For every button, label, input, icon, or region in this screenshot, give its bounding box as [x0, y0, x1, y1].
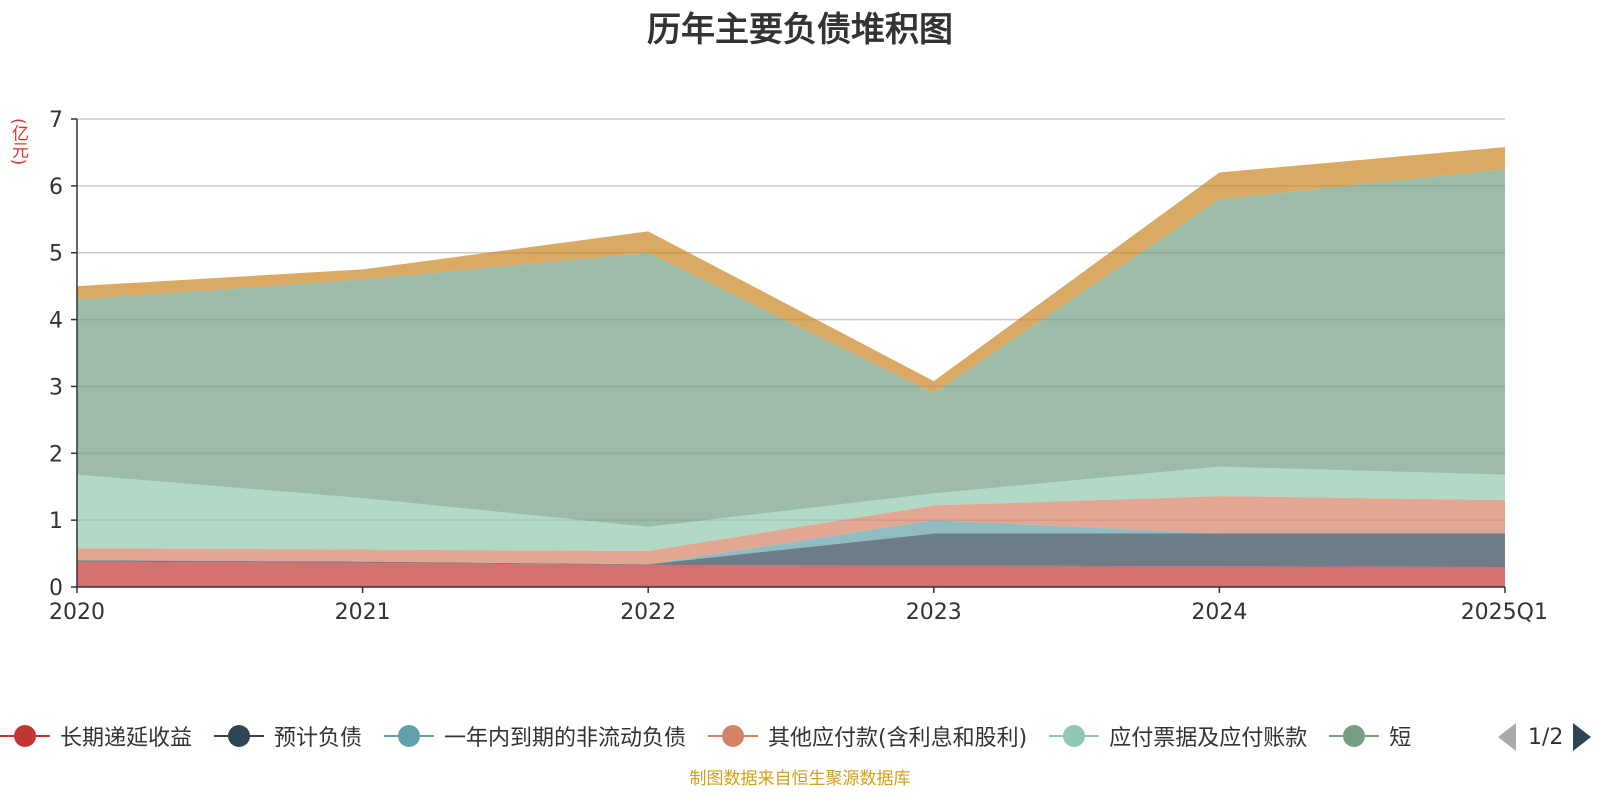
legend-item[interactable]: 预计负债 — [214, 716, 362, 756]
legend-label: 长期递延收益 — [60, 726, 193, 751]
y-tick-label: 4 — [49, 309, 63, 334]
legend-label: 短 — [1389, 726, 1412, 751]
x-tick-label: 2020 — [49, 600, 105, 625]
legend-page-indicator: 1/2 — [1528, 724, 1564, 750]
legend-item[interactable]: 应付票据及应付账款 — [1049, 716, 1307, 756]
legend-next-page-icon[interactable] — [1573, 723, 1592, 751]
legend-marker-icon — [1049, 723, 1100, 749]
legend-prev-page-icon[interactable] — [1498, 723, 1516, 751]
legend-marker-icon — [384, 723, 435, 749]
legend-item[interactable]: 长期递延收益 — [0, 716, 192, 756]
x-tick-label: 2025Q1 — [1461, 600, 1548, 625]
y-tick-label: 2 — [49, 442, 63, 467]
legend-marker-icon — [708, 723, 759, 749]
x-tick-label: 2023 — [906, 600, 962, 625]
legend-marker-icon — [214, 723, 265, 749]
legend-label: 应付票据及应付账款 — [1109, 726, 1308, 751]
y-tick-label: 7 — [49, 108, 63, 133]
y-tick-label: 6 — [49, 175, 63, 200]
legend-label: 一年内到期的非流动负债 — [444, 726, 687, 751]
y-tick-label: 1 — [49, 509, 63, 534]
x-tick-label: 2021 — [335, 600, 391, 625]
legend-pager: 1/2 — [1498, 720, 1600, 754]
x-tick-label: 2022 — [620, 600, 676, 625]
legend-marker-icon — [1329, 723, 1380, 749]
y-tick-label: 0 — [49, 576, 63, 601]
area-series — [77, 533, 1505, 567]
area-series — [77, 561, 1505, 587]
y-axis-unit-label: (亿元) — [8, 118, 28, 166]
area-series — [77, 466, 1505, 551]
legend-item[interactable]: 短 — [1329, 716, 1411, 756]
data-source-note: 制图数据来自恒生聚源数据库 — [689, 769, 911, 789]
legend-item[interactable]: 其他应付款(含利息和股利) — [708, 716, 1027, 756]
legend-label: 其他应付款(含利息和股利) — [768, 726, 1028, 751]
area-series — [77, 147, 1505, 394]
area-series — [77, 169, 1505, 527]
chart-title: 历年主要负债堆积图 — [647, 10, 953, 50]
x-tick-label: 2024 — [1191, 600, 1247, 625]
y-tick-label: 3 — [49, 375, 63, 400]
legend: 长期递延收益 预计负债 一年内到期的非流动负债 其他应付款(含利息和股利) 应付票据及应… — [0, 716, 1480, 756]
area-series — [77, 520, 1505, 565]
area-series — [77, 496, 1505, 565]
legend-marker-icon — [0, 723, 50, 749]
legend-item[interactable]: 一年内到期的非流动负债 — [384, 716, 686, 756]
legend-label: 预计负债 — [274, 726, 363, 751]
y-tick-label: 5 — [49, 242, 63, 267]
stacked-area-chart: 0 1 2 3 4 5 6 7 2020 2021 2022 2023 2024 2025Q1 — [49, 108, 1548, 625]
